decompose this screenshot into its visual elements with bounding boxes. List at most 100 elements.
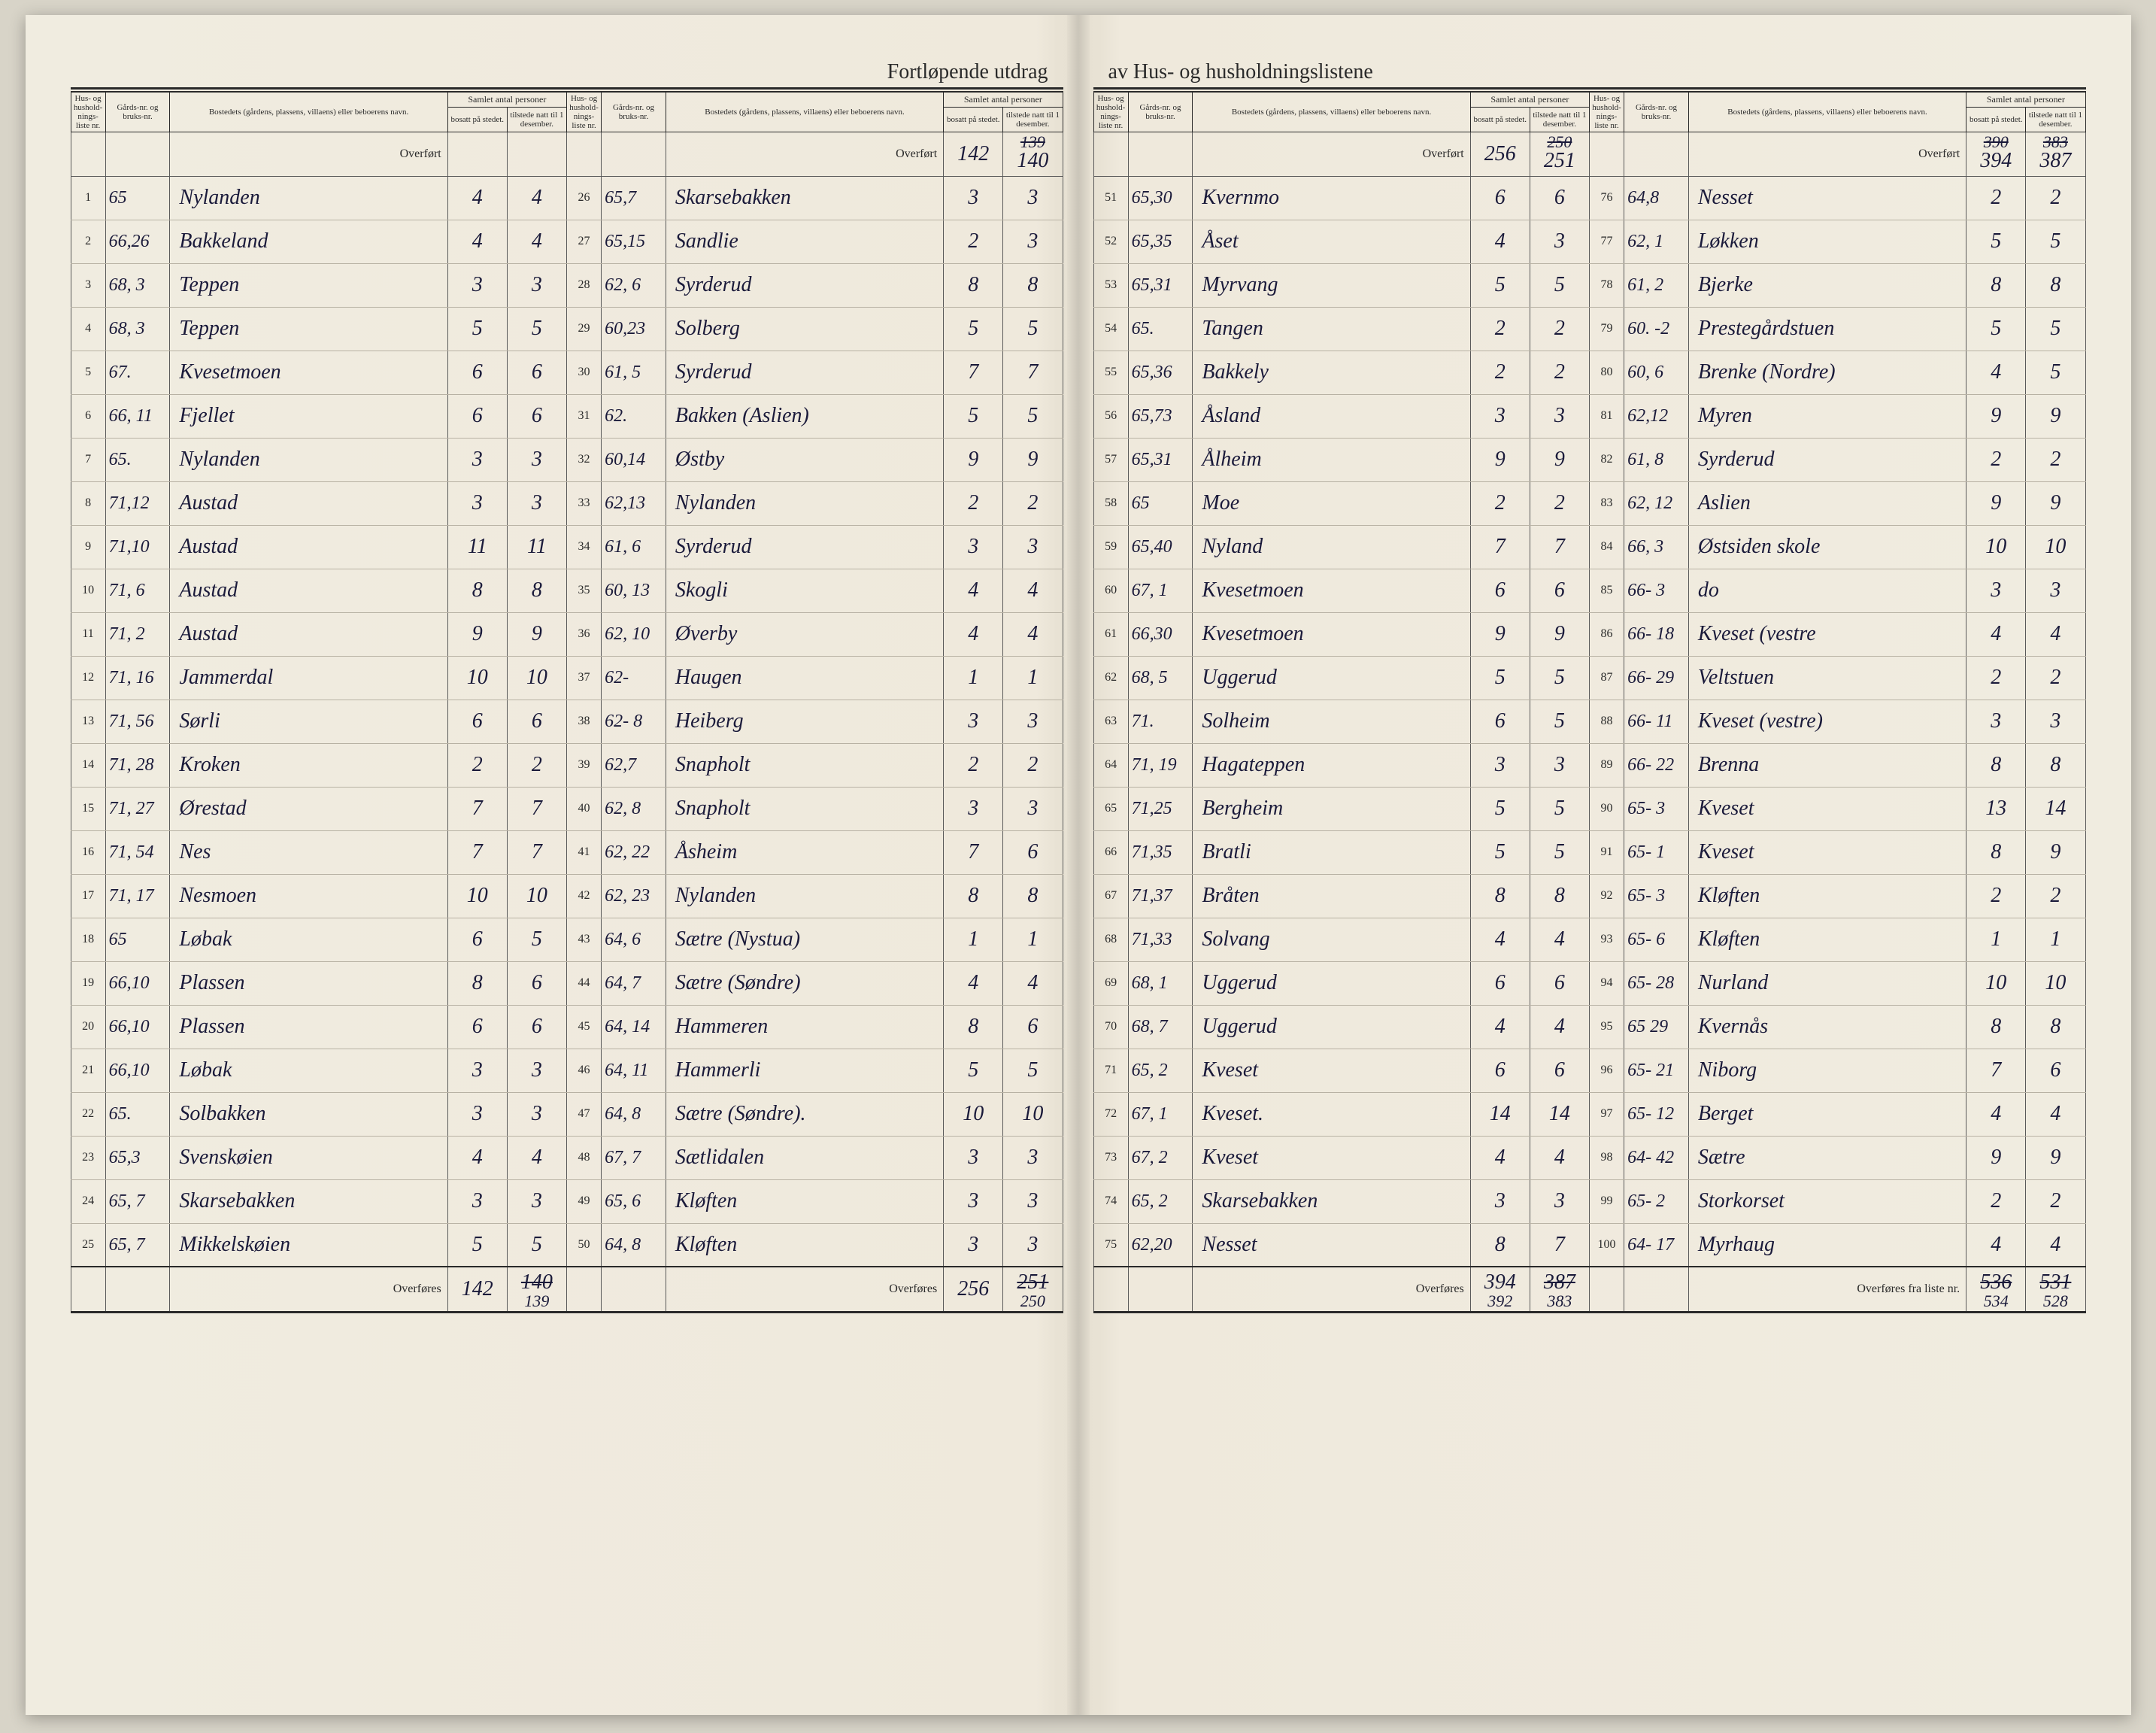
table-row: 1171, 2Austad993662, 10Øverby44 xyxy=(71,612,1063,656)
table-row: 5965,40Nyland778466, 3Østsiden skole1010 xyxy=(1093,525,2085,569)
bosatt-count: 5 xyxy=(447,307,507,351)
gard-nr: 60. -2 xyxy=(1624,307,1689,351)
bosted-name: Bråten xyxy=(1193,874,1470,918)
table-row: 7068, 7Uggerud449565 29Kvernås88 xyxy=(1093,1005,2085,1049)
bosatt-count: 2 xyxy=(1470,307,1530,351)
gard-nr: 62, 8 xyxy=(602,787,666,830)
bosatt-count: 8 xyxy=(944,263,1003,307)
bosted-name: Åsheim xyxy=(666,830,943,874)
gard-nr: 65- 2 xyxy=(1624,1179,1689,1223)
table-row: 765.Nylanden333260,14Østby99 xyxy=(71,438,1063,481)
gard-nr: 67, 7 xyxy=(602,1136,666,1179)
table-row: 2265.Solbakken334764, 8Sætre (Søndre).10… xyxy=(71,1092,1063,1136)
bosted-name: Skarsebakken xyxy=(666,176,943,220)
bosted-name: Uggerud xyxy=(1193,656,1470,700)
row-number: 30 xyxy=(566,351,601,394)
table-row: 5765,31Ålheim998261, 8Syrderud22 xyxy=(1093,438,2085,481)
gard-nr: 61, 8 xyxy=(1624,438,1689,481)
bosted-name: Hammeren xyxy=(666,1005,943,1049)
tilstede-count: 7 xyxy=(507,787,566,830)
gard-nr: 62,13 xyxy=(602,481,666,525)
bosatt-count: 8 xyxy=(944,1005,1003,1049)
tilstede-count: 3 xyxy=(1530,220,1589,263)
row-number: 67 xyxy=(1093,874,1128,918)
bosatt-count: 5 xyxy=(944,307,1003,351)
gard-nr: 71, 28 xyxy=(105,743,170,787)
bosted-name: Sætre (Nystua) xyxy=(666,918,943,961)
tilstede-count: 5 xyxy=(1003,307,1063,351)
bosatt-count: 6 xyxy=(447,394,507,438)
title-left: Fortløpende utdrag xyxy=(71,60,1063,84)
bosted-name: Bratli xyxy=(1193,830,1470,874)
gard-nr: 65, 2 xyxy=(1128,1049,1193,1092)
tilstede-count: 3 xyxy=(507,438,566,481)
bosted-name: Kløften xyxy=(666,1179,943,1223)
bosatt-count: 6 xyxy=(447,1005,507,1049)
left-page: Fortløpende utdrag Hus- og hushold-nings… xyxy=(56,60,1078,1685)
row-number: 50 xyxy=(566,1223,601,1267)
hdr-bosatt: bosatt på stedet. xyxy=(1966,108,2026,132)
bosted-name: Bergheim xyxy=(1193,787,1470,830)
gard-nr: 71,10 xyxy=(105,525,170,569)
row-number: 43 xyxy=(566,918,601,961)
tilstede-count: 8 xyxy=(1003,263,1063,307)
table-row: 165Nylanden442665,7Skarsebakken33 xyxy=(71,176,1063,220)
bosted-name: Solbakken xyxy=(170,1092,447,1136)
bosatt-count: 8 xyxy=(1966,830,2026,874)
bosatt-count: 3 xyxy=(944,176,1003,220)
row-number: 54 xyxy=(1093,307,1128,351)
gard-nr: 71, 27 xyxy=(105,787,170,830)
table-row: 368, 3Teppen332862, 6Syrderud88 xyxy=(71,263,1063,307)
bosatt-count: 8 xyxy=(1470,874,1530,918)
table-header: Hus- og hushold-nings-liste nr. Gårds-nr… xyxy=(1093,93,2085,132)
gard-nr: 66,10 xyxy=(105,1049,170,1092)
table-row: 7465, 2Skarsebakken339965- 2Storkorset22 xyxy=(1093,1179,2085,1223)
bosted-name: Nylanden xyxy=(666,874,943,918)
row-number: 48 xyxy=(566,1136,601,1179)
row-number: 40 xyxy=(566,787,601,830)
gard-nr: 64- 17 xyxy=(1624,1223,1689,1267)
gard-nr: 71, 17 xyxy=(105,874,170,918)
table-row: 6471, 19Hagateppen338966- 22Brenna88 xyxy=(1093,743,2085,787)
gard-nr: 62- 8 xyxy=(602,700,666,743)
row-number: 74 xyxy=(1093,1179,1128,1223)
gard-nr: 68, 7 xyxy=(1128,1005,1193,1049)
overfort-label: Overført xyxy=(1193,132,1470,177)
bosted-name: Skogli xyxy=(666,569,943,612)
bosted-name: Uggerud xyxy=(1193,961,1470,1005)
bosted-name: Kveset xyxy=(1688,830,1966,874)
tilstede-count: 6 xyxy=(1530,1049,1589,1092)
tilstede-count: 3 xyxy=(2026,569,2085,612)
bosatt-count: 4 xyxy=(1470,1005,1530,1049)
bosatt-count: 5 xyxy=(944,1049,1003,1092)
tilstede-count: 10 xyxy=(507,656,566,700)
tilstede-count: 5 xyxy=(1530,787,1589,830)
bosatt-count: 4 xyxy=(944,569,1003,612)
bosted-name: Berget xyxy=(1688,1092,1966,1136)
bosatt-count: 5 xyxy=(1470,263,1530,307)
tilstede-count: 2 xyxy=(2026,176,2085,220)
bosatt-count: 6 xyxy=(1470,569,1530,612)
overfort-label: Overført xyxy=(1688,132,1966,177)
gard-nr: 65- 28 xyxy=(1624,961,1689,1005)
gard-nr: 67, 1 xyxy=(1128,569,1193,612)
bosatt-count: 2 xyxy=(1966,176,2026,220)
table-header: Hus- og hushold-nings-liste nr. Gårds-nr… xyxy=(71,93,1063,132)
gard-nr: 71, 16 xyxy=(105,656,170,700)
table-row: 2066,10Plassen664564, 14Hammeren86 xyxy=(71,1005,1063,1049)
gard-nr: 62,20 xyxy=(1128,1223,1193,1267)
bosted-name: Syrderud xyxy=(666,525,943,569)
gard-nr: 65- 21 xyxy=(1624,1049,1689,1092)
tilstede-count: 3 xyxy=(507,263,566,307)
gard-nr: 68, 1 xyxy=(1128,961,1193,1005)
tilstede-count: 5 xyxy=(1003,1049,1063,1092)
table-row: 6671,35Bratli559165- 1Kveset89 xyxy=(1093,830,2085,874)
gard-nr: 66,30 xyxy=(1128,612,1193,656)
overfort-tilstede: 250251 xyxy=(1530,132,1589,177)
bosatt-count: 10 xyxy=(944,1092,1003,1136)
tilstede-count: 2 xyxy=(1530,481,1589,525)
bosatt-count: 3 xyxy=(447,481,507,525)
gard-nr: 65,36 xyxy=(1128,351,1193,394)
bosted-name: Sætre xyxy=(1688,1136,1966,1179)
tilstede-count: 9 xyxy=(1003,438,1063,481)
